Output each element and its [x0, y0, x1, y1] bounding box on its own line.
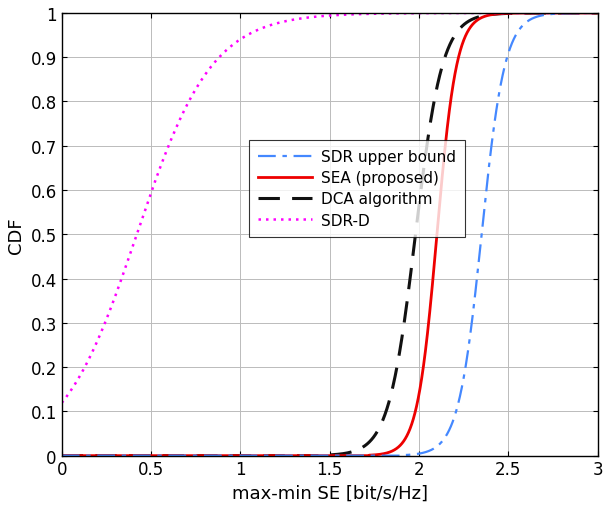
SDR-D	[499, 11, 506, 17]
DCA algorithm	[458, 24, 465, 31]
SDR-D	[156, 168, 163, 174]
DCA algorithm	[594, 11, 601, 17]
SDR upper bound	[458, 385, 465, 391]
SDR-D	[379, 12, 387, 18]
SDR upper bound	[58, 453, 65, 459]
DCA algorithm	[379, 416, 387, 422]
SEA (proposed)	[594, 11, 601, 17]
SEA (proposed)	[407, 425, 414, 431]
Line: SDR upper bound: SDR upper bound	[62, 14, 598, 456]
Legend: SDR upper bound, SEA (proposed), DCA algorithm, SDR-D: SDR upper bound, SEA (proposed), DCA alg…	[249, 141, 465, 237]
SEA (proposed)	[458, 44, 465, 50]
DCA algorithm	[156, 453, 163, 459]
SEA (proposed)	[263, 453, 270, 459]
DCA algorithm	[263, 453, 270, 459]
SDR-D	[263, 24, 270, 31]
Line: DCA algorithm: DCA algorithm	[62, 14, 598, 456]
DCA algorithm	[499, 12, 506, 18]
SDR-D	[407, 11, 414, 17]
DCA algorithm	[58, 453, 65, 459]
SDR upper bound	[156, 453, 163, 459]
SDR upper bound	[499, 74, 506, 80]
DCA algorithm	[407, 274, 414, 280]
SEA (proposed)	[379, 451, 387, 457]
SDR upper bound	[407, 452, 414, 458]
SDR-D	[458, 11, 465, 17]
SDR upper bound	[263, 453, 270, 459]
Line: SDR-D: SDR-D	[62, 14, 598, 403]
SDR-D	[594, 11, 601, 17]
Y-axis label: CDF: CDF	[7, 216, 25, 253]
SEA (proposed)	[156, 453, 163, 459]
SDR upper bound	[379, 453, 387, 459]
SEA (proposed)	[499, 11, 506, 17]
Line: SEA (proposed): SEA (proposed)	[62, 14, 598, 456]
X-axis label: max-min SE [bit/s/Hz]: max-min SE [bit/s/Hz]	[232, 484, 428, 502]
SDR upper bound	[594, 11, 601, 17]
SDR-D	[58, 400, 65, 406]
SEA (proposed)	[58, 453, 65, 459]
